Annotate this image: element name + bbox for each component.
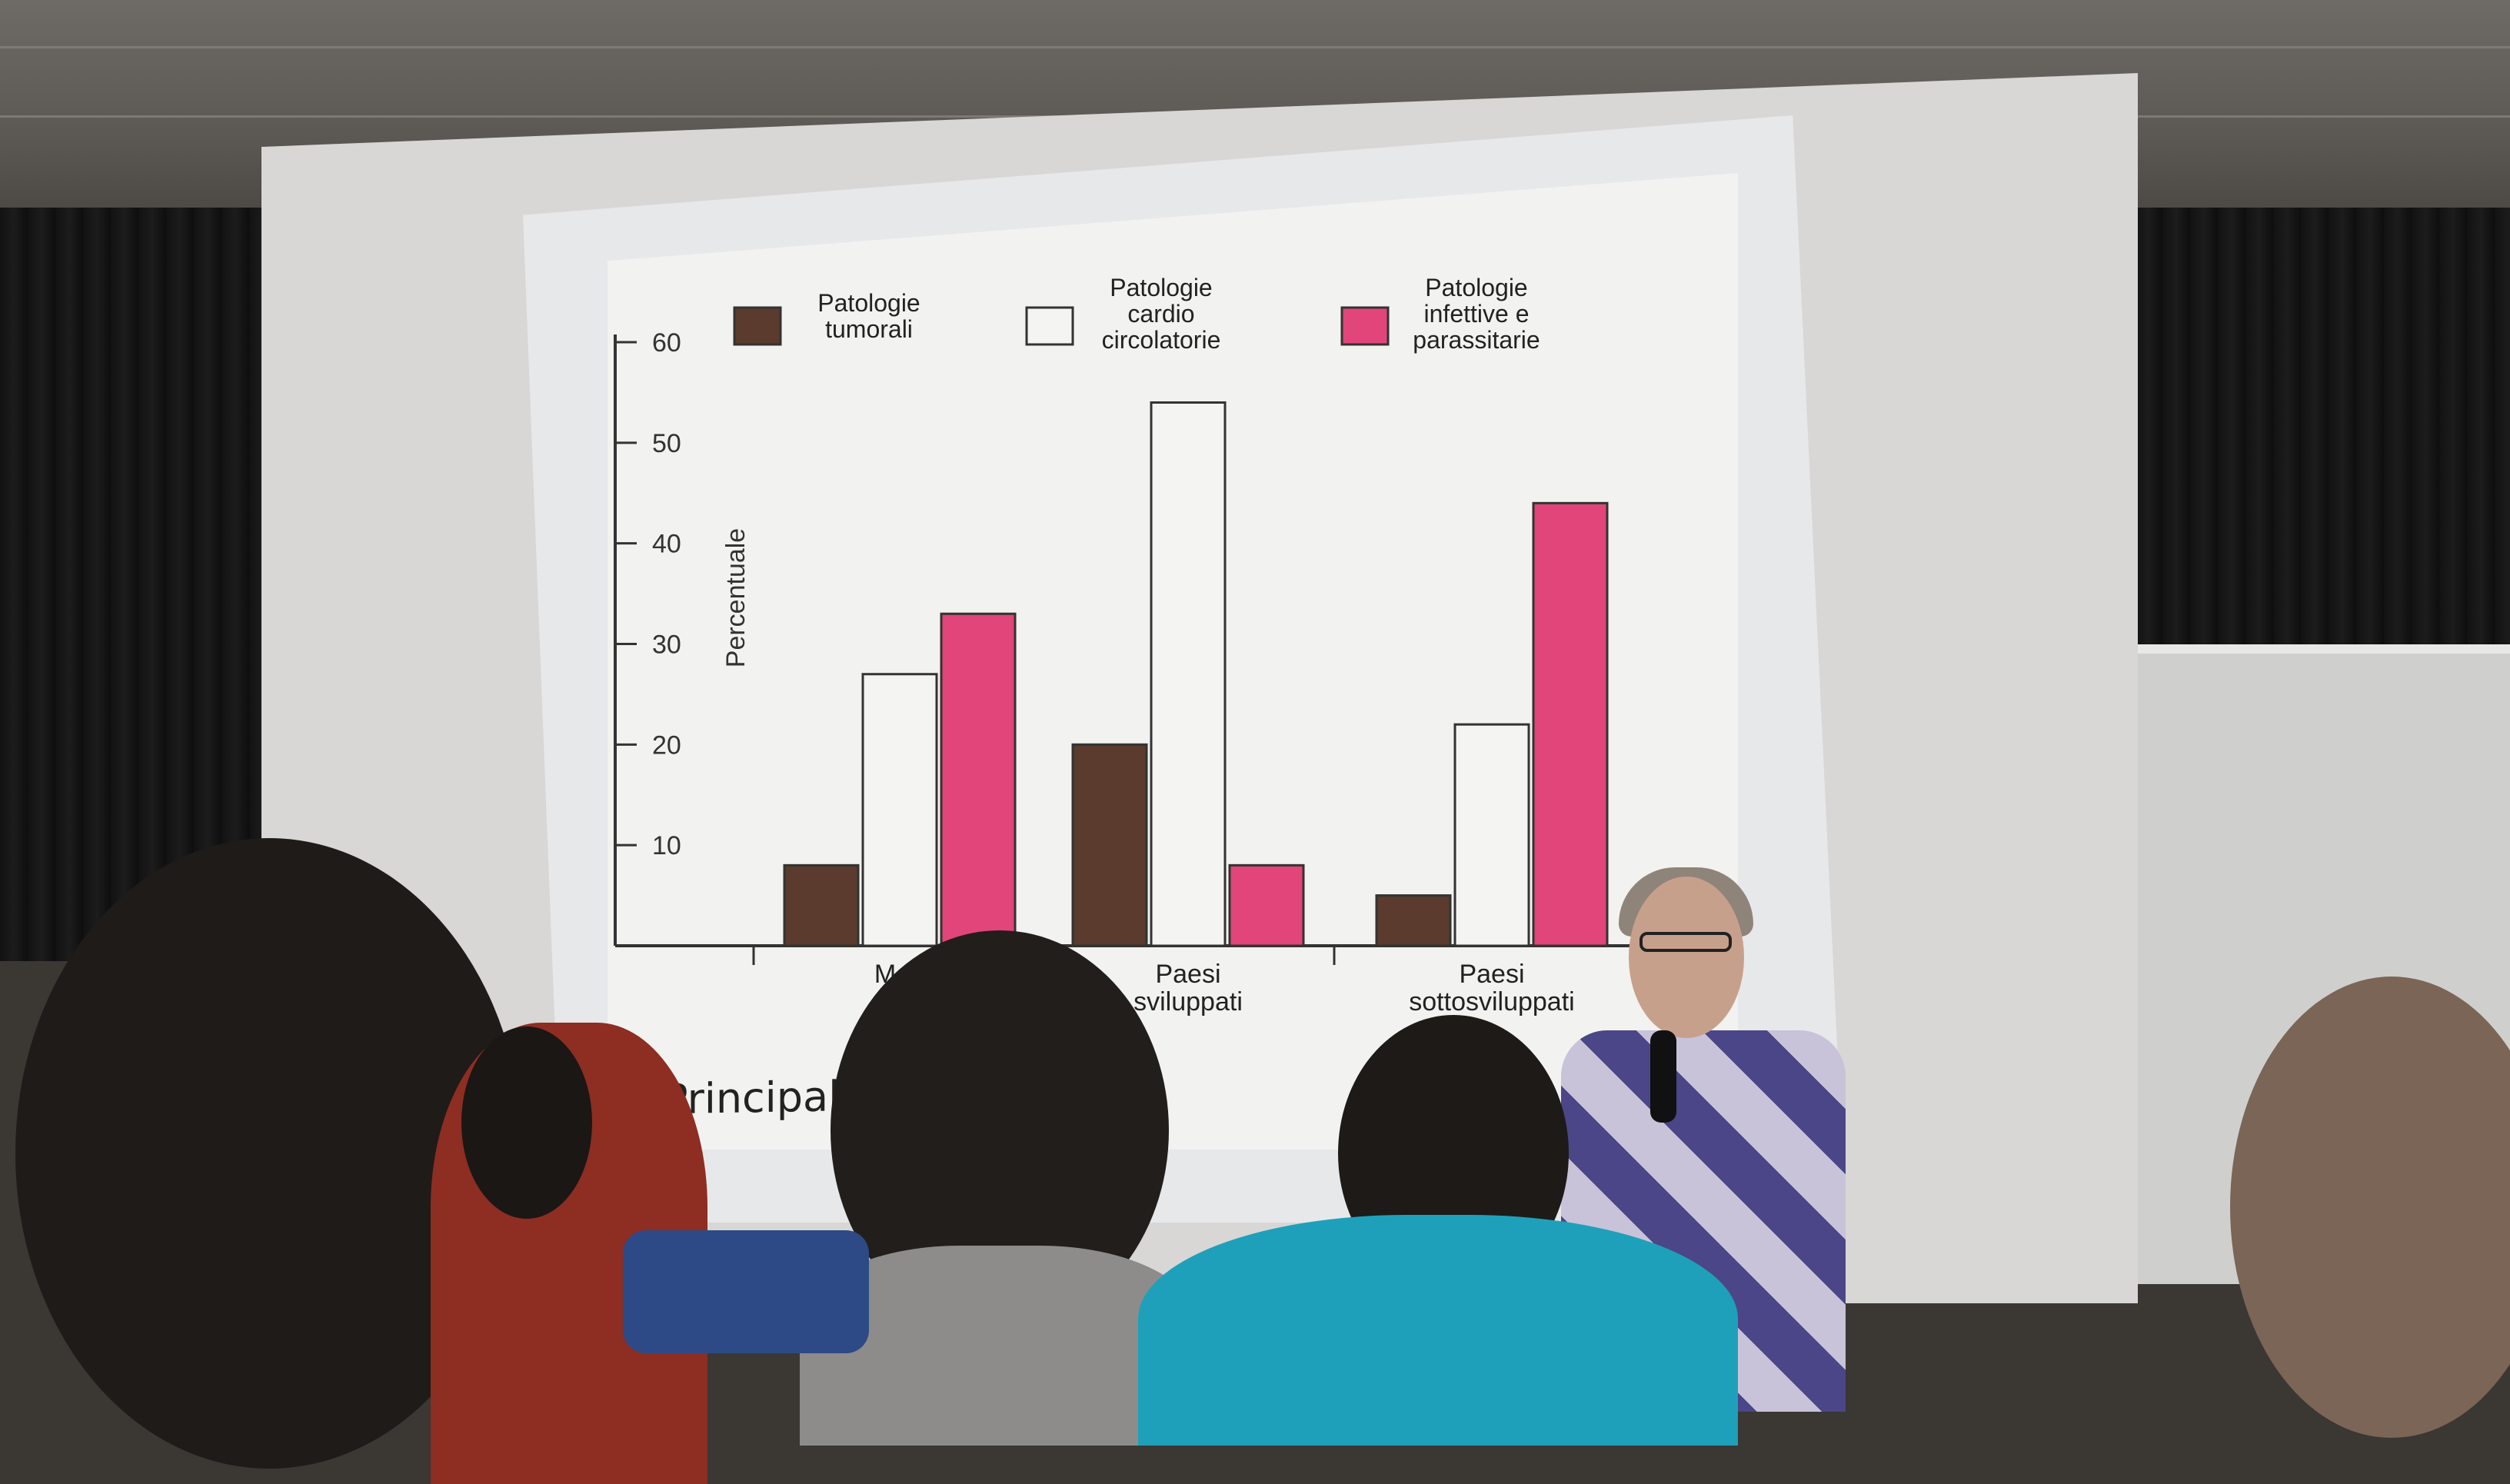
y-tick-label: 10 bbox=[652, 831, 681, 860]
bar bbox=[940, 612, 1017, 947]
legend-label: cardio bbox=[1127, 300, 1194, 328]
audience-hoodie bbox=[1138, 1215, 1738, 1446]
y-axis-label: Percentuale bbox=[721, 528, 751, 667]
x-tick-label: sottosviluppati bbox=[1409, 987, 1574, 1017]
left-curtain bbox=[0, 208, 277, 961]
bar bbox=[1228, 863, 1305, 947]
glasses-icon bbox=[1639, 932, 1732, 952]
bar-chart: 102030405060PercentualeMonPaesisviluppat… bbox=[614, 274, 1723, 1017]
chair bbox=[623, 1230, 869, 1353]
legend-label: Patologie bbox=[1425, 274, 1527, 301]
legend-swatch bbox=[733, 306, 782, 346]
audience-head bbox=[461, 1026, 592, 1219]
y-tick-label: 30 bbox=[652, 631, 681, 660]
y-tick-label: 60 bbox=[652, 328, 681, 358]
ceiling-seam bbox=[0, 46, 2510, 48]
legend-label: tumorali bbox=[825, 315, 913, 343]
legend-label: Patologie bbox=[1110, 274, 1212, 301]
x-tick-label: Paesi bbox=[1459, 960, 1524, 989]
y-tick-label: 20 bbox=[652, 730, 681, 760]
bar bbox=[1532, 501, 1609, 947]
legend-swatch bbox=[1025, 306, 1074, 346]
x-tick-label: Paesi bbox=[1155, 960, 1220, 989]
bar bbox=[1375, 894, 1452, 947]
y-tick-label: 50 bbox=[652, 429, 681, 458]
bar bbox=[1150, 401, 1227, 947]
speaker-head bbox=[1629, 877, 1744, 1038]
chart-root: 102030405060PercentualeMonPaesisviluppat… bbox=[614, 274, 1723, 1017]
legend-label: circolatorie bbox=[1102, 326, 1221, 354]
legend-label: Patologie bbox=[817, 289, 920, 317]
microphone-icon bbox=[1650, 1030, 1676, 1123]
legend-label: parassitarie bbox=[1413, 326, 1540, 354]
right-curtain bbox=[2107, 208, 2510, 661]
legend-label: infettive e bbox=[1424, 300, 1530, 328]
legend-swatch bbox=[1340, 306, 1390, 346]
bar bbox=[1071, 743, 1148, 947]
bar bbox=[783, 863, 860, 947]
audience-head bbox=[2230, 977, 2510, 1438]
bar bbox=[861, 673, 938, 947]
bar bbox=[1453, 723, 1530, 947]
y-tick-label: 40 bbox=[652, 530, 681, 559]
x-tick-label: sviluppati bbox=[1133, 987, 1243, 1017]
